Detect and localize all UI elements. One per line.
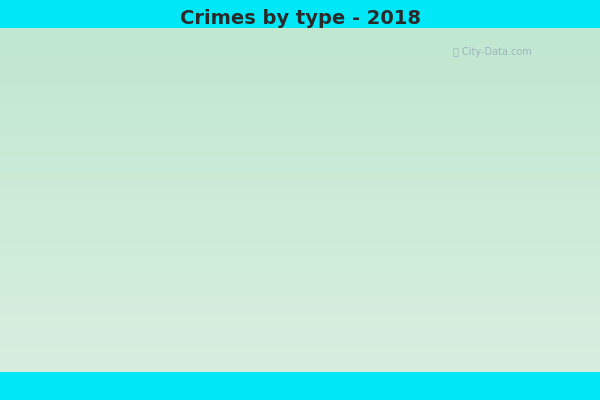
Text: Thefts (65.8%): Thefts (65.8%) [420, 225, 578, 246]
Text: ⓘ City-Data.com: ⓘ City-Data.com [452, 47, 532, 57]
Text: Crimes by type - 2018: Crimes by type - 2018 [179, 8, 421, 28]
Text: Burglaries (6.8%): Burglaries (6.8%) [256, 37, 365, 80]
Text: Auto thefts (11.2%): Auto thefts (11.2%) [8, 96, 215, 120]
Text: Rapes (0.6%): Rapes (0.6%) [49, 115, 221, 134]
Wedge shape [190, 69, 431, 331]
Wedge shape [178, 149, 300, 200]
Wedge shape [246, 69, 300, 200]
Wedge shape [179, 144, 300, 200]
Text: Robberies (0.6%): Robberies (0.6%) [25, 147, 226, 157]
Wedge shape [169, 154, 300, 271]
Text: Assaults (14.9%): Assaults (14.9%) [8, 184, 187, 194]
Wedge shape [182, 81, 300, 200]
